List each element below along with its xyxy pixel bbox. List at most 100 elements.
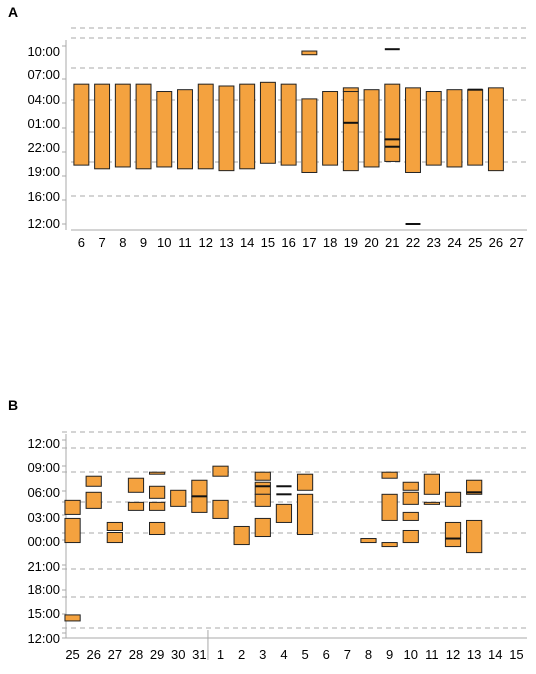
x-tick-label: 25 <box>65 647 79 662</box>
x-tick-label: 6 <box>78 235 85 250</box>
x-tick-label: 12 <box>198 235 212 250</box>
panel-a-plot: 10:00 07:00 04:00 01:00 22:00 19:00 16:00 12:00… <box>27 27 527 250</box>
x-tick-label: 31 <box>192 647 206 662</box>
sleep-bar <box>467 89 484 166</box>
sleep-bar <box>280 83 297 166</box>
sleep-bar <box>322 91 339 166</box>
sleep-bar <box>254 471 271 481</box>
sleep-bar <box>233 525 250 546</box>
y-tick-label: 00:00 <box>27 534 60 549</box>
sleep-bar <box>64 499 81 515</box>
sleep-bar <box>342 87 359 93</box>
x-tick-label: 10 <box>404 647 418 662</box>
sleep-bar <box>425 91 442 166</box>
sleep-bar <box>149 521 166 536</box>
x-tick-label: 10 <box>157 235 171 250</box>
sleep-bar <box>191 479 208 497</box>
y-tick-label: 04:00 <box>27 92 60 107</box>
sleep-bar <box>444 491 462 507</box>
y-tick-label: 12:00 <box>27 436 60 451</box>
sleep-bar <box>402 511 419 521</box>
x-tick-label: 24 <box>447 235 461 250</box>
x-tick-label: 13 <box>219 235 233 250</box>
x-tick-label: 1 <box>217 647 224 662</box>
x-tick-label: 21 <box>385 235 399 250</box>
x-tick-label: 7 <box>344 647 351 662</box>
x-tick-label: 28 <box>129 647 143 662</box>
x-tick-label: 8 <box>119 235 126 250</box>
x-tick-label: 23 <box>426 235 440 250</box>
panel-a-label: A <box>8 4 18 20</box>
sleep-bar <box>156 91 173 168</box>
sleep-bar <box>402 491 419 505</box>
sleep-bar <box>405 87 421 173</box>
y-tick-label: 12:00 <box>27 216 60 231</box>
x-tick-label: 9 <box>140 235 147 250</box>
sleep-bar <box>254 481 271 495</box>
sleep-bar <box>342 91 359 172</box>
sleep-bar <box>381 493 398 521</box>
sleep-bar <box>239 83 256 170</box>
panel-b-plot: 12:00 09:00 06:00 03:00 00:00 21:00 18:00 15:00… <box>27 431 527 662</box>
x-tick-label: 15 <box>261 235 275 250</box>
panel-b-label: B <box>8 397 18 413</box>
sleep-bar <box>64 517 81 544</box>
sleep-bar <box>381 471 398 479</box>
sleep-bar <box>64 614 81 622</box>
x-tick-label: 22 <box>406 235 420 250</box>
sleep-bar <box>85 491 102 509</box>
sleep-bar <box>191 495 208 513</box>
sleep-bar <box>384 138 401 162</box>
y-tick-label: 03:00 <box>27 510 60 525</box>
sleep-bar <box>254 493 271 507</box>
x-tick-label: 8 <box>365 647 372 662</box>
y-tick-label: 10:00 <box>27 44 60 59</box>
x-tick-label: 18 <box>323 235 337 250</box>
x-tick-label: 3 <box>259 647 266 662</box>
y-tick-label: 06:00 <box>27 485 60 500</box>
x-tick-label: 26 <box>86 647 100 662</box>
x-tick-label: 11 <box>178 235 192 250</box>
sleep-bar <box>114 83 131 168</box>
sleep-bar <box>363 89 380 168</box>
x-tick-label: 13 <box>467 647 481 662</box>
sleep-bar <box>487 87 504 172</box>
x-tick-label: 7 <box>98 235 105 250</box>
sleep-bar <box>275 503 293 523</box>
y-tick-label: 18:00 <box>27 582 60 597</box>
sleep-bar <box>384 83 401 140</box>
y-tick-label: 09:00 <box>27 460 60 475</box>
x-tick-label: 11 <box>425 647 439 662</box>
x-tick-label: 6 <box>323 647 330 662</box>
sleep-bar <box>106 521 123 531</box>
sleep-bar <box>149 485 166 499</box>
sleep-bar <box>212 465 229 477</box>
sleep-bar <box>218 85 235 172</box>
x-tick-label: 14 <box>240 235 254 250</box>
x-tick-label: 9 <box>386 647 393 662</box>
x-tick-label: 2 <box>238 647 245 662</box>
x-tick-label: 27 <box>108 647 122 662</box>
x-tick-label: 14 <box>488 647 502 662</box>
x-tick-label: 27 <box>509 235 523 250</box>
y-tick-label: 19:00 <box>27 164 60 179</box>
sleep-bar <box>446 89 463 168</box>
sleep-bar <box>360 538 377 544</box>
x-tick-label: 26 <box>489 235 503 250</box>
sleep-bar <box>73 83 90 166</box>
sleep-bar <box>259 81 276 164</box>
sleep-bar <box>94 83 111 170</box>
sleep-bar <box>135 83 152 170</box>
x-tick-label: 17 <box>302 235 316 250</box>
sleep-bar <box>466 479 483 495</box>
x-tick-label: 15 <box>509 647 523 662</box>
x-tick-label: 25 <box>468 235 482 250</box>
sleep-bar <box>423 501 440 505</box>
sleep-bar <box>296 473 314 491</box>
y-tick-label: 15:00 <box>27 606 60 621</box>
sleep-bar <box>444 521 462 548</box>
x-tick-label: 4 <box>280 647 287 662</box>
x-tick-label: 29 <box>150 647 164 662</box>
y-tick-label: 12:00 <box>27 631 60 646</box>
